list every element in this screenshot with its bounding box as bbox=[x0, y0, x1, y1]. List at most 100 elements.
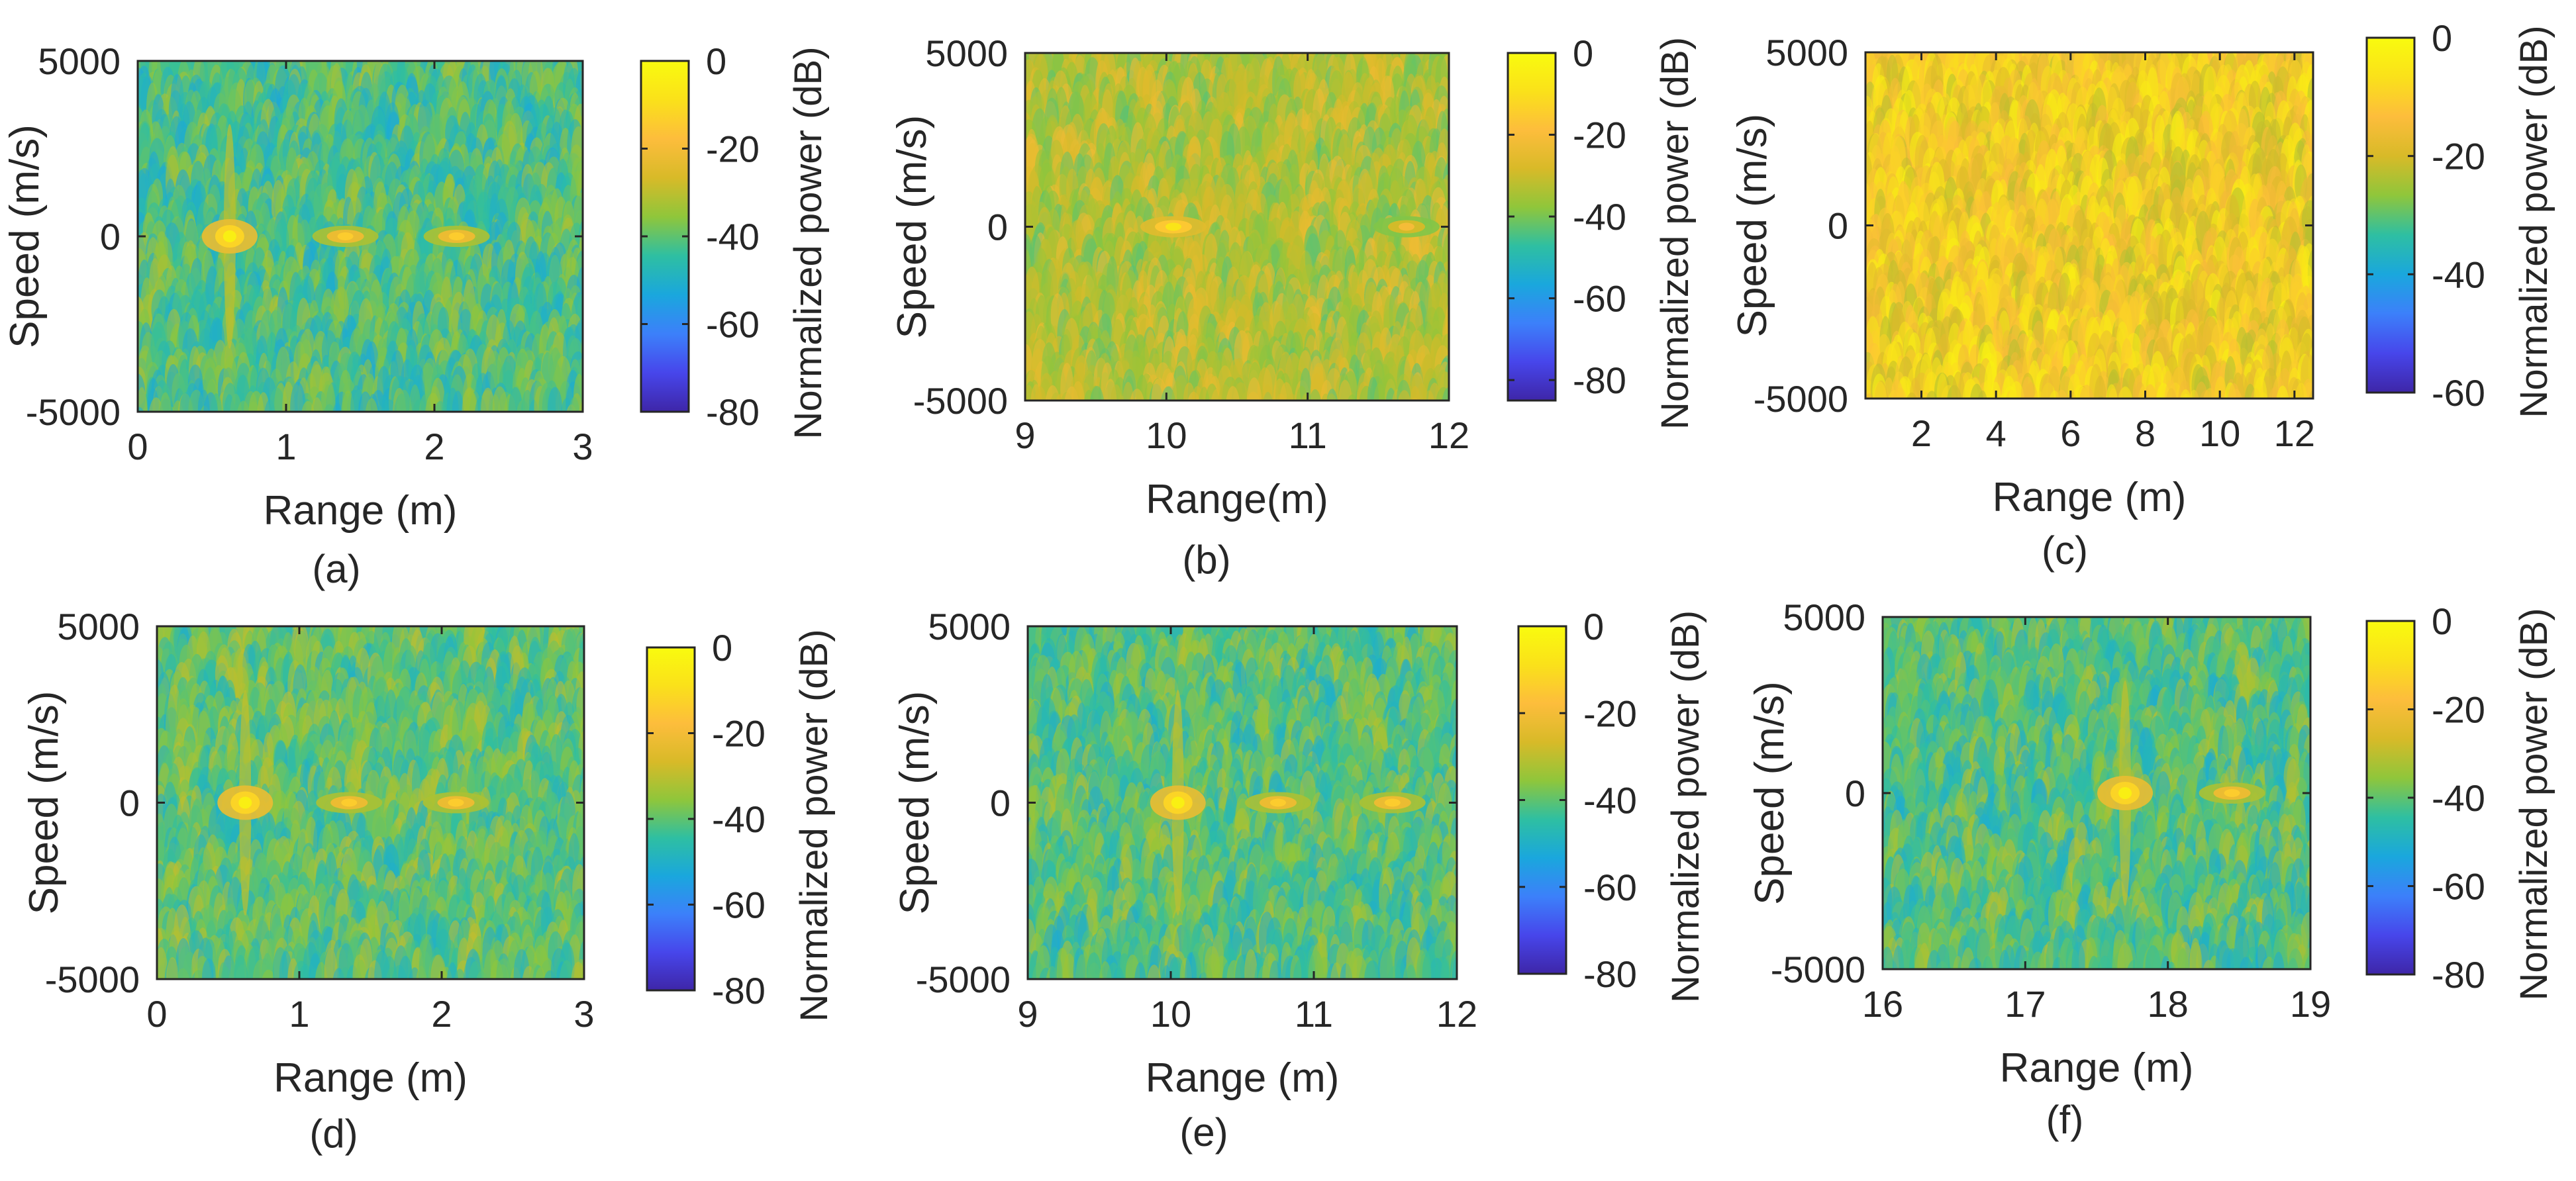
panel-caption: (b) bbox=[1182, 538, 1230, 582]
colorbar-tick-label: -80 bbox=[1573, 359, 1626, 401]
noise-cell bbox=[1411, 397, 1419, 401]
noise-cell bbox=[1246, 377, 1262, 401]
noise-cell bbox=[581, 154, 583, 173]
noise-cell bbox=[301, 401, 315, 412]
colorbar-tick-label: 0 bbox=[1573, 32, 1593, 74]
heatmap-field bbox=[1025, 53, 1462, 401]
peak-center bbox=[223, 230, 236, 242]
target-peak bbox=[201, 124, 258, 349]
noise-cell bbox=[365, 398, 378, 412]
colorbar-gradient bbox=[640, 60, 690, 413]
noise-cell bbox=[1309, 389, 1321, 401]
noise-cell bbox=[1448, 333, 1449, 355]
x-tick-label: 9 bbox=[1015, 414, 1035, 456]
noise-cell bbox=[1285, 393, 1298, 401]
noise-cell bbox=[396, 389, 413, 412]
target-peak bbox=[423, 226, 490, 247]
noise-cell bbox=[290, 381, 306, 412]
noise-cell bbox=[1448, 383, 1449, 395]
x-axis-label: Range(m) bbox=[1146, 477, 1328, 522]
noise-cell bbox=[138, 387, 148, 412]
x-axis-label: Range (m) bbox=[264, 488, 458, 534]
colorbar-gradient bbox=[1507, 52, 1557, 402]
noise-cell bbox=[1338, 379, 1352, 401]
noise-cell bbox=[257, 392, 270, 412]
target-peak bbox=[312, 226, 379, 247]
colorbar-tick-label: -40 bbox=[1573, 196, 1626, 238]
y-tick-label: 5000 bbox=[925, 32, 1008, 74]
x-tick-label: 10 bbox=[1146, 414, 1187, 456]
y-tick-label: -5000 bbox=[26, 391, 121, 433]
peak-center bbox=[337, 232, 354, 240]
panel-b: 9 10 11 12 5000 0 -5000 Range(m) Speed (m/s) (b) 0… bbox=[889, 32, 1697, 582]
target-peak bbox=[1140, 216, 1207, 238]
y-axis-label: Speed (m/s) bbox=[2, 124, 48, 348]
noise-cell bbox=[210, 393, 223, 412]
noise-cell bbox=[1450, 288, 1462, 324]
x-tick-label: 12 bbox=[1428, 414, 1469, 456]
noise-cell bbox=[332, 402, 342, 412]
noise-cell bbox=[230, 393, 242, 412]
noise-cell bbox=[1367, 377, 1379, 401]
peak-center bbox=[1399, 222, 1414, 231]
noise-cell bbox=[1171, 381, 1183, 401]
colorbar-tick-label: -20 bbox=[1573, 115, 1626, 156]
noise-cell bbox=[1448, 98, 1449, 115]
colorbar-tick-label: -60 bbox=[706, 304, 760, 346]
noise-cell bbox=[1409, 385, 1421, 401]
noise-cell bbox=[269, 387, 285, 412]
y-tick-label: -5000 bbox=[913, 380, 1008, 422]
noise-cell bbox=[1226, 386, 1240, 401]
noise-cell bbox=[159, 392, 172, 412]
noise-cell bbox=[1347, 394, 1358, 401]
colorbar-label: Normalized power (dB) bbox=[787, 46, 830, 439]
noise-cell bbox=[492, 386, 508, 412]
noise-cell bbox=[1128, 397, 1135, 401]
noise-cell bbox=[1122, 381, 1134, 401]
noise-cell bbox=[1450, 227, 1462, 265]
y-tick-label: 0 bbox=[100, 216, 121, 258]
noise-cell bbox=[508, 387, 523, 412]
noise-cell bbox=[321, 381, 336, 412]
peak-center bbox=[1165, 222, 1181, 231]
noise-cell bbox=[466, 391, 479, 412]
colorbar: 0 -20 -40 -60 -80 Normalized power (dB) bbox=[640, 40, 830, 440]
colorbar-tick-label: -20 bbox=[706, 128, 760, 170]
colorbar: 0-20-40-60-80 Normalized power (dB) bbox=[1507, 32, 1697, 430]
x-tick-label: 1 bbox=[275, 426, 296, 467]
y-tick-label: 0 bbox=[987, 207, 1008, 248]
noise-cell bbox=[1071, 381, 1085, 401]
target-peak bbox=[1373, 216, 1440, 238]
noise-cell bbox=[138, 407, 144, 412]
colorbar-tick-label: -40 bbox=[706, 216, 760, 258]
peak-center bbox=[448, 232, 465, 240]
noise-cell bbox=[1262, 384, 1273, 401]
noise-cell bbox=[1373, 383, 1385, 401]
colorbar-tick-label: -80 bbox=[706, 391, 760, 433]
noise-cell bbox=[452, 391, 464, 412]
panel-a: 0 1 2 3 5000 0 -5000 Range (m) Speed (m/s) (a) 0 -2… bbox=[2, 40, 830, 591]
noise-cell bbox=[568, 397, 580, 412]
noise-cell bbox=[311, 397, 323, 412]
noise-cell bbox=[1448, 85, 1449, 107]
noise-cell bbox=[1110, 384, 1122, 401]
y-axis-label: Speed (m/s) bbox=[889, 115, 935, 339]
noise-cell bbox=[1398, 390, 1411, 401]
panel-caption: (a) bbox=[312, 547, 360, 591]
heatmap-field bbox=[1865, 52, 2313, 399]
y-tick-label: 5000 bbox=[38, 40, 121, 82]
noise-cell bbox=[323, 404, 335, 412]
noise-cell bbox=[1090, 385, 1105, 401]
colorbar-tick-label: -60 bbox=[1573, 278, 1626, 320]
noise-cell bbox=[548, 387, 562, 412]
noise-cell bbox=[1130, 389, 1144, 401]
x-tick-label: 2 bbox=[424, 426, 444, 467]
colorbar-tick-label: 0 bbox=[706, 40, 726, 82]
heatmap-field bbox=[138, 61, 583, 412]
noise-cell bbox=[1034, 386, 1047, 401]
x-tick-label: 3 bbox=[572, 426, 593, 467]
noise-cell bbox=[1038, 378, 1052, 401]
x-tick-label: 11 bbox=[1289, 414, 1327, 456]
